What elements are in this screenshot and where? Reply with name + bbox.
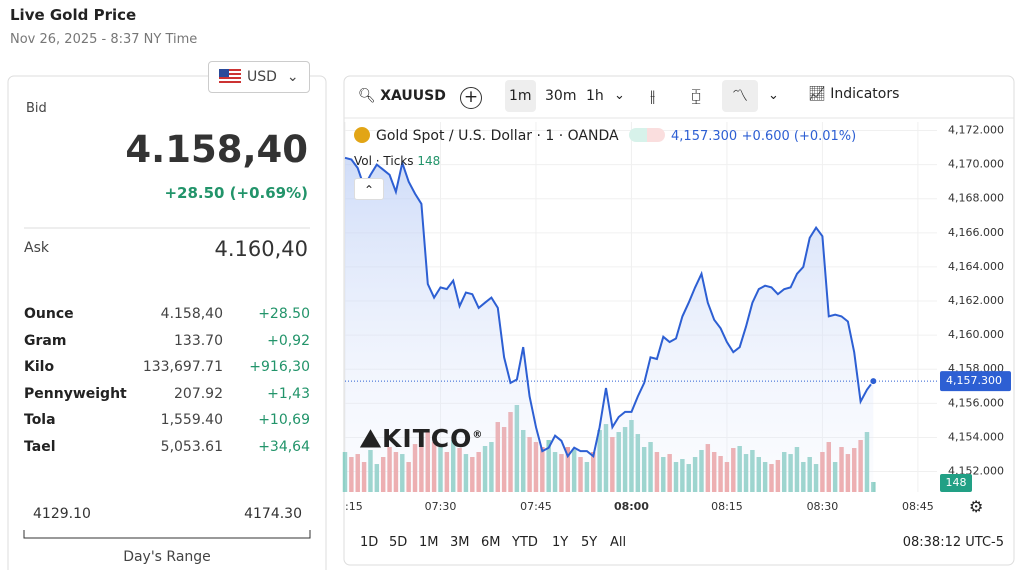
- gold-icon: [354, 127, 370, 143]
- row-name: Kilo: [24, 359, 55, 376]
- interval-button[interactable]: 1h: [586, 88, 604, 104]
- volume-box-label: 148: [946, 476, 967, 489]
- range-button[interactable]: 5D: [389, 535, 408, 550]
- symbol-search[interactable]: 🔍︎ XAUUSD: [358, 88, 446, 104]
- row-change: +1,43: [267, 385, 310, 402]
- price-line: [344, 156, 875, 459]
- x-tick-label: 08:45: [902, 500, 934, 513]
- clock: 08:38:12 UTC-5: [902, 535, 1004, 550]
- area-fill: [345, 157, 874, 493]
- logo: ⛰KITCO®: [360, 424, 484, 453]
- row-name: Gram: [24, 332, 67, 349]
- legend-volume: Vol · Ticks 148: [354, 154, 440, 168]
- y-tick-label: 4,154.000: [948, 430, 1004, 443]
- last-point: [869, 377, 878, 386]
- row-name: Ounce: [24, 306, 74, 322]
- range-high: 4174.30: [244, 506, 302, 522]
- row-change: +34,64: [258, 439, 310, 455]
- volume-box: [940, 474, 972, 492]
- range-label: Day's Range: [123, 549, 211, 565]
- row-value: 5,053.61: [160, 439, 223, 455]
- candles-button[interactable]: ⧮: [691, 86, 702, 105]
- chart-panel: [343, 75, 1015, 566]
- row-name: Tael: [24, 439, 56, 455]
- interval-menu[interactable]: ⌄: [614, 88, 625, 103]
- flag-icon: [219, 69, 241, 83]
- area-button[interactable]: 〽: [722, 80, 758, 112]
- y-tick-label: 4,162.000: [948, 294, 1004, 307]
- x-tick-label: 07:30: [425, 500, 457, 513]
- legend-series: Gold Spot / U.S. Dollar · 1 · OANDA: [376, 128, 619, 144]
- logo-text: KITCO: [382, 424, 473, 453]
- y-tick-label: 4,170.000: [948, 158, 1004, 171]
- volume-last: 148: [417, 154, 441, 168]
- y-tick-label: 4,160.000: [948, 328, 1004, 341]
- row-value: 1,559.40: [160, 412, 223, 429]
- x-tick-label: 08:30: [807, 500, 839, 513]
- range-button[interactable]: 5Y: [581, 535, 598, 550]
- range-button[interactable]: 1M: [419, 535, 439, 550]
- compare-button[interactable]: +: [460, 87, 482, 109]
- y-tick-label: 4,168.000: [948, 192, 1004, 205]
- quote-panel: [7, 75, 327, 570]
- x-tick-label: 08:00: [614, 500, 649, 513]
- indicators-button[interactable]: 📈︎ Indicators: [808, 86, 900, 102]
- price-box: [940, 371, 1011, 392]
- row-change: +916,30: [249, 359, 310, 376]
- price-box-label: 4,157.300: [946, 374, 1002, 387]
- x-tick-label: 07:45: [520, 500, 552, 513]
- title: Live Gold Price: [10, 6, 137, 24]
- indicators: Indicators: [830, 86, 900, 102]
- range-bar: [23, 530, 311, 539]
- legend-price: 4,157.300: [671, 129, 738, 144]
- volume-bar: [871, 482, 876, 492]
- range-button[interactable]: 1Y: [552, 535, 569, 550]
- range-button[interactable]: 3M: [450, 535, 470, 550]
- y-tick-label: 4,172.000: [948, 124, 1004, 137]
- range-button[interactable]: 6M: [481, 535, 501, 550]
- currency-select[interactable]: USD ⌄: [208, 61, 310, 93]
- legend-main: Gold Spot / U.S. Dollar · 1 · OANDA 4,15…: [354, 127, 856, 144]
- row-change: +10,69: [258, 412, 310, 429]
- range-button[interactable]: YTD: [512, 535, 538, 550]
- row-value: 133.70: [174, 332, 223, 349]
- settings-button[interactable]: ⚙︎: [969, 497, 984, 516]
- interval-button[interactable]: 30m: [545, 88, 577, 104]
- row-value: 133,697.71: [142, 359, 223, 376]
- collapse-button[interactable]: ⌃: [354, 178, 384, 200]
- bars-button[interactable]: ⫲: [650, 86, 656, 105]
- bid-value: 4.158,40: [125, 128, 308, 171]
- currency: USD: [247, 69, 277, 85]
- bid-label: Bid: [26, 101, 47, 116]
- row-name: Pennyweight: [24, 385, 127, 402]
- ask-value: 4.160,40: [214, 237, 308, 261]
- symbol: XAUUSD: [380, 88, 446, 104]
- ask-label: Ask: [24, 240, 49, 256]
- y-tick-label: 4,156.000: [948, 396, 1004, 409]
- x-tick-label: :15: [345, 500, 363, 513]
- range-low: 4129.10: [33, 506, 91, 522]
- legend-change: +0.600 (+0.01%): [741, 129, 857, 144]
- row-change: +28.50: [258, 306, 310, 322]
- volume-name: Vol · Ticks: [354, 154, 414, 168]
- row-change: +0,92: [267, 332, 310, 349]
- status-pill: [629, 128, 666, 142]
- bid-change: +28.50 (+0.69%): [164, 184, 308, 202]
- range-button[interactable]: 1D: [360, 535, 379, 550]
- x-tick-label: 08:15: [711, 500, 743, 513]
- y-tick-label: 4,166.000: [948, 226, 1004, 239]
- row-value: 207.92: [174, 385, 223, 402]
- row-name: Tola: [24, 412, 56, 429]
- row-value: 4.158,40: [160, 306, 223, 322]
- style-menu[interactable]: ⌄: [768, 88, 779, 103]
- range-button[interactable]: All: [610, 535, 627, 550]
- interval-button[interactable]: 1m: [505, 80, 536, 112]
- subtitle: Nov 26, 2025 - 8:37 NY Time: [10, 32, 198, 47]
- y-tick-label: 4,164.000: [948, 260, 1004, 273]
